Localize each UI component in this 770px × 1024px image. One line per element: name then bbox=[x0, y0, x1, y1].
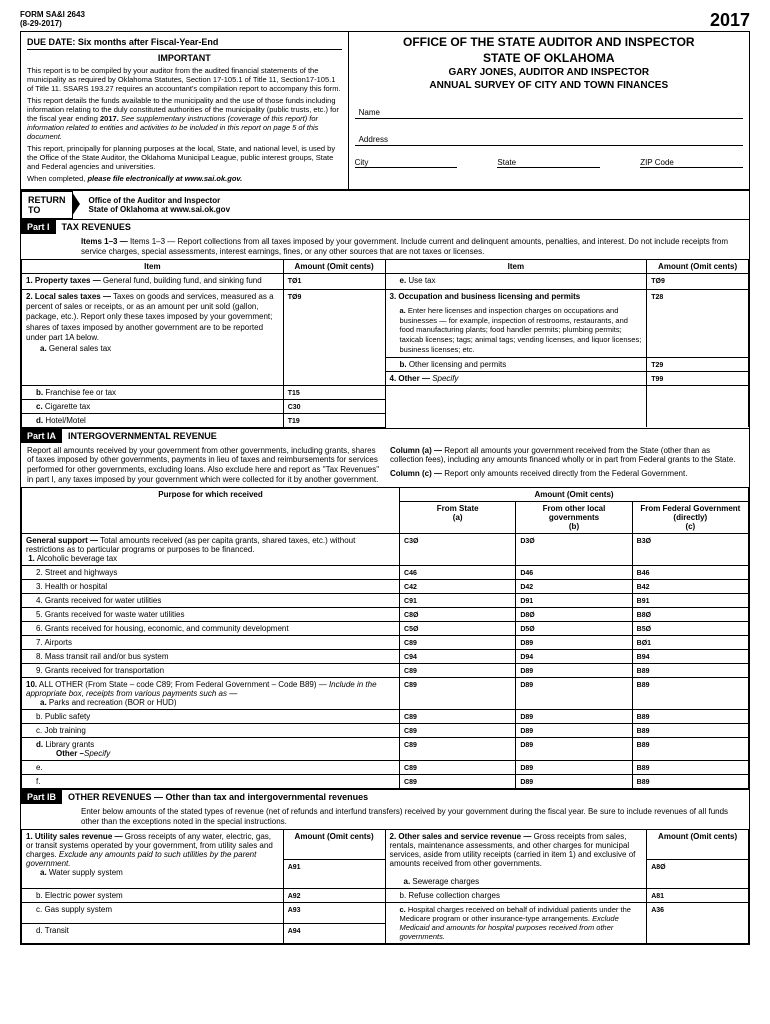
item-2d: d. Hotel/Motel bbox=[22, 413, 284, 427]
form-header: FORM SA&I 2643 (8-29-2017) 2017 bbox=[20, 10, 750, 31]
part-ib-desc: Enter below amounts of the stated types … bbox=[21, 804, 749, 829]
main-form: DUE DATE: Six months after Fiscal-Year-E… bbox=[20, 31, 750, 945]
ia-gen: General support — Total amounts received… bbox=[22, 534, 400, 566]
office-title: OFFICE OF THE STATE AUDITOR AND INSPECTO… bbox=[355, 35, 743, 92]
state-field[interactable]: State bbox=[497, 150, 600, 168]
ia-9: 9. Grants received for transportation bbox=[22, 664, 400, 678]
intro-1: This report is to be compiled by your au… bbox=[27, 66, 342, 93]
item-1: 1. Property taxes — General fund, buildi… bbox=[22, 274, 284, 289]
due-date: DUE DATE: Six months after Fiscal-Year-E… bbox=[27, 35, 342, 50]
part-i-title: TAX REVENUES bbox=[56, 220, 137, 234]
ib-1b: b. Electric power system bbox=[22, 889, 284, 903]
ia-10d: d. Library grantsOther –Specify bbox=[22, 738, 400, 761]
ia-8: 8. Mass transit rail and/or bus system bbox=[22, 650, 400, 664]
intro-4: When completed, please file electronical… bbox=[27, 174, 342, 183]
part-ib-title: OTHER REVENUES — Other than tax and inte… bbox=[62, 790, 374, 804]
zip-field[interactable]: ZIP Code bbox=[640, 150, 743, 168]
intro-2: This report details the funds available … bbox=[27, 96, 342, 141]
return-label: RETURNTO bbox=[21, 191, 73, 219]
part-ia-desc: Report all amounts received by your gove… bbox=[21, 443, 749, 487]
form-year: 2017 bbox=[710, 10, 750, 31]
part-i-label: Part I bbox=[21, 220, 56, 234]
part-i-desc: Items 1–3 — Items 1–3 — Report collectio… bbox=[21, 234, 749, 259]
name-field[interactable]: Name bbox=[355, 100, 743, 119]
item-3a: a. Enter here licenses and inspection ch… bbox=[385, 304, 647, 357]
ia-10f[interactable]: f. bbox=[22, 775, 400, 789]
ia-5: 5. Grants received for waste water utili… bbox=[22, 608, 400, 622]
item-2: 2. Local sales taxes — Taxes on goods an… bbox=[22, 289, 284, 385]
other-rev-table: 1. Utility sales revenue — Gross receipt… bbox=[21, 829, 749, 944]
item-2b: b. Franchise fee or tax bbox=[22, 385, 284, 399]
ib-1: 1. Utility sales revenue — Gross receipt… bbox=[22, 830, 284, 889]
part-ia-label: Part IA bbox=[21, 429, 62, 443]
ib-2: 2. Other sales and service revenue — Gro… bbox=[385, 830, 647, 889]
form-number: FORM SA&I 2643 bbox=[20, 10, 85, 19]
address-field[interactable]: Address bbox=[355, 127, 743, 146]
ib-2b: b. Refuse collection charges bbox=[385, 889, 647, 903]
item-3b: b. Other licensing and permits bbox=[385, 357, 647, 371]
tax-table: Item Amount (Omit cents) Item Amount (Om… bbox=[21, 259, 749, 428]
ia-10b: b. Public safety bbox=[22, 710, 400, 724]
return-to: RETURNTO Office of the Auditor and Inspe… bbox=[21, 190, 749, 219]
form-date: (8-29-2017) bbox=[20, 19, 62, 28]
important-label: IMPORTANT bbox=[27, 53, 342, 63]
item-4: 4. Other — Specify bbox=[385, 371, 647, 385]
item-2c: c. Cigarette tax bbox=[22, 399, 284, 413]
item-e: e. Use tax bbox=[385, 274, 647, 289]
ia-7: 7. Airports bbox=[22, 636, 400, 650]
ia-2: 2. Street and highways bbox=[22, 566, 400, 580]
ib-2c: c. Hospital charges received on behalf o… bbox=[385, 903, 647, 944]
ib-1c: c. Gas supply system bbox=[22, 903, 284, 924]
city-field[interactable]: City bbox=[355, 150, 458, 168]
ia-10c: c. Job training bbox=[22, 724, 400, 738]
intro-3: This report, principally for planning pu… bbox=[27, 144, 342, 171]
part-ib-label: Part IB bbox=[21, 790, 62, 804]
part-ia-title: INTERGOVERNMENTAL REVENUE bbox=[62, 429, 223, 443]
ia-10: 10. ALL OTHER (From State – code C89; Fr… bbox=[22, 678, 400, 710]
ia-4: 4. Grants received for water utilities bbox=[22, 594, 400, 608]
intergovt-table: Purpose for which received Amount (Omit … bbox=[21, 487, 749, 789]
item-3: 3. Occupation and business licensing and… bbox=[385, 289, 647, 304]
ia-10e[interactable]: e. bbox=[22, 761, 400, 775]
ia-6: 6. Grants received for housing, economic… bbox=[22, 622, 400, 636]
ia-3: 3. Health or hospital bbox=[22, 580, 400, 594]
ib-1d: d. Transit bbox=[22, 923, 284, 944]
